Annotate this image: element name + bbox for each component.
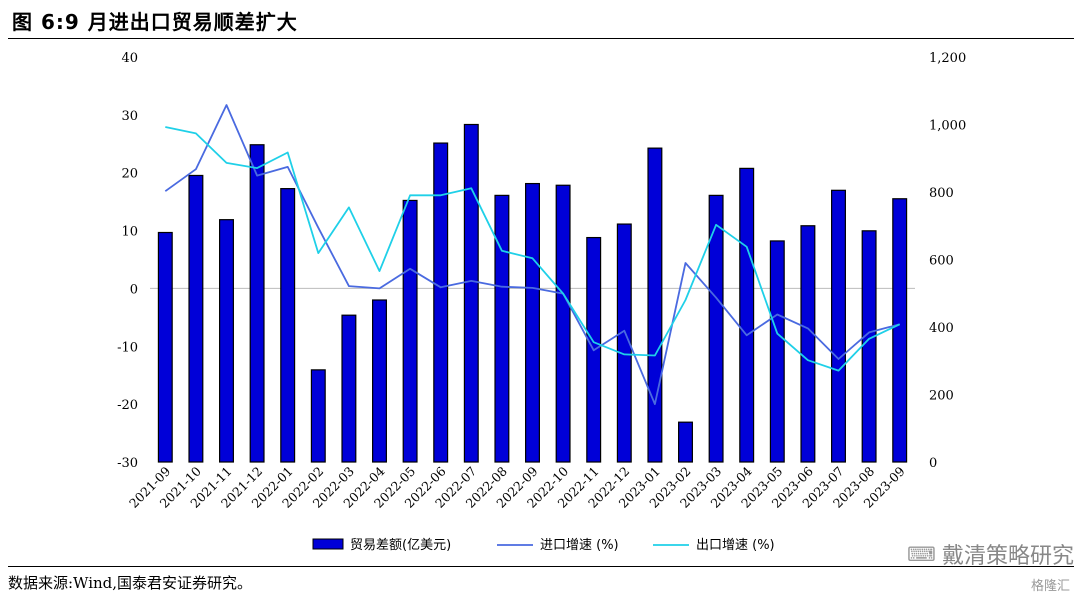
y-left-tick-label: -10	[117, 340, 138, 355]
bar	[372, 299, 387, 463]
import-growth-line	[164, 104, 900, 406]
source-note: 数据来源:Wind,国泰君安证券研究。	[8, 574, 253, 592]
line-series	[164, 104, 901, 406]
bar	[647, 147, 663, 463]
bar	[310, 369, 326, 463]
top-rule	[8, 38, 1074, 39]
bar	[892, 198, 908, 463]
bar	[341, 314, 357, 463]
bar	[831, 189, 846, 463]
bar-series	[157, 123, 908, 463]
bar	[157, 231, 173, 463]
legend-bar-swatch	[312, 538, 344, 550]
watermark: ⌨ 戴清策略研究	[907, 538, 1074, 570]
y-right-tick-label: 1,200	[929, 51, 966, 66]
y-right-tick-label: 0	[929, 456, 937, 471]
combo-chart: -30-20-1001020304002004006008001,0001,20…	[117, 51, 966, 553]
bar	[708, 194, 724, 463]
bar	[463, 123, 479, 463]
y-right-tick-label: 400	[929, 321, 954, 336]
bar	[861, 230, 877, 463]
y-left-tick-label: 30	[121, 109, 138, 124]
bar	[402, 199, 418, 463]
legend-export-label: 出口增速 (%)	[696, 538, 775, 553]
bar	[616, 223, 632, 463]
legend-import-label: 进口增速 (%)	[540, 538, 619, 553]
bar	[494, 194, 510, 463]
export-growth-line	[165, 126, 901, 372]
bar	[525, 182, 540, 463]
y-left-tick-label: 20	[121, 167, 138, 182]
y-left-tick-label: -30	[117, 456, 138, 471]
bar	[678, 421, 693, 463]
bar	[433, 142, 449, 463]
bar	[280, 188, 296, 463]
y-right-tick-label: 800	[929, 186, 954, 201]
y-right-tick-label: 600	[929, 254, 954, 269]
bar	[188, 174, 204, 463]
bar	[555, 184, 571, 463]
y-right-tick-label: 200	[929, 389, 954, 404]
y-left-tick-label: 0	[130, 282, 138, 297]
bar	[219, 219, 234, 463]
legend: 贸易差额(亿美元) 进口增速 (%) 出口增速 (%)	[312, 538, 775, 553]
y-left-tick-label: 40	[121, 51, 138, 66]
watermark-text: 戴清策略研究	[941, 544, 1074, 569]
y-right-tick-label: 1,000	[929, 119, 966, 134]
chart-title: 图 6:9 月进出口贸易顺差扩大	[12, 10, 298, 34]
logo: 格隆汇	[1030, 579, 1070, 594]
bar	[800, 225, 816, 463]
legend-bar-label: 贸易差额(亿美元)	[350, 538, 451, 553]
bar	[739, 167, 755, 463]
wechat-icon: ⌨	[907, 542, 936, 566]
bar	[769, 240, 785, 463]
y-left-tick-label: 10	[121, 225, 138, 240]
bar	[249, 144, 265, 463]
bottom-rule	[8, 566, 1074, 567]
y-left-tick-label: -20	[117, 398, 138, 413]
